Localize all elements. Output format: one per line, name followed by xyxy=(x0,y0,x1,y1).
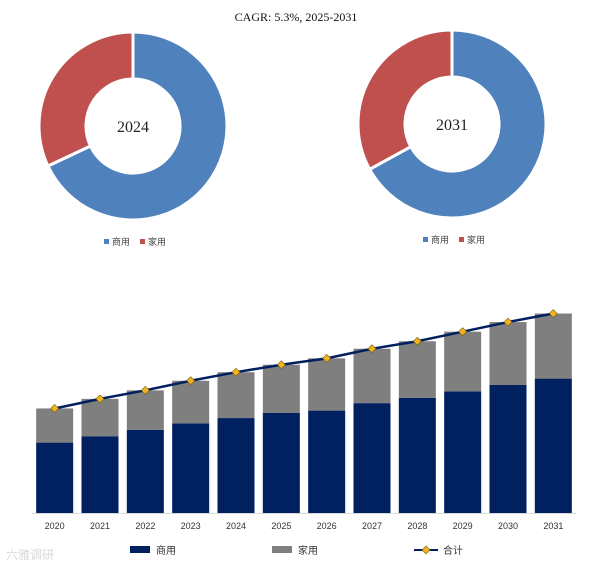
bar-家用-2029 xyxy=(444,331,482,392)
total-marker-2021 xyxy=(95,394,105,404)
bar-家用-2023 xyxy=(172,380,210,424)
legend-swatch-marker xyxy=(421,545,431,555)
bar-商用-2029 xyxy=(444,391,482,513)
x-tick-label: 2029 xyxy=(453,521,473,531)
bar-家用-2027 xyxy=(353,348,391,404)
bar-商用-2024 xyxy=(217,418,255,513)
legend-label: 合计 xyxy=(443,544,463,557)
bar-商用-2023 xyxy=(172,423,210,513)
legend-label: 家用 xyxy=(298,544,318,557)
legend-swatch xyxy=(423,237,428,242)
total-marker-2027 xyxy=(367,344,377,354)
legend-label: 商用 xyxy=(156,544,176,557)
bar-商用-2025 xyxy=(262,412,300,513)
total-marker-2028 xyxy=(412,336,422,346)
total-line xyxy=(54,312,554,410)
bar-商用-2028 xyxy=(398,397,436,513)
total-marker-2025 xyxy=(276,360,286,370)
bar-商用-2030 xyxy=(489,385,527,513)
total-marker-2029 xyxy=(458,327,468,337)
bar-家用-2030 xyxy=(489,322,527,385)
legend-swatch xyxy=(459,237,464,242)
total-marker-2026 xyxy=(322,353,332,363)
bar-商用-2026 xyxy=(308,410,346,513)
total-marker-2022 xyxy=(140,385,150,395)
bar-家用-2020 xyxy=(36,408,74,443)
donut-center-label: 2031 xyxy=(436,117,468,134)
x-tick-label: 2031 xyxy=(543,521,563,531)
chart-title: CAGR: 5.3%, 2025-2031 xyxy=(234,10,358,24)
bar-家用-2026 xyxy=(308,358,346,411)
legend-label: 家用 xyxy=(148,236,166,247)
legend-label: 家用 xyxy=(467,234,485,245)
x-tick-label: 2021 xyxy=(90,521,110,531)
x-tick-label: 2025 xyxy=(271,521,291,531)
legend-swatch xyxy=(140,239,145,244)
watermark-text: 六雅调研 xyxy=(6,548,55,562)
total-marker-2030 xyxy=(503,317,513,327)
bar-商用-2021 xyxy=(81,436,119,513)
donut-slice-家用-2024 xyxy=(37,30,135,169)
bar-商用-2027 xyxy=(353,403,391,513)
legend-swatch xyxy=(272,546,292,553)
donut-slice-商用-2031 xyxy=(367,28,548,220)
donut-slice-商用-2024 xyxy=(45,30,229,222)
x-tick-label: 2027 xyxy=(362,521,382,531)
legend-swatch xyxy=(104,239,109,244)
bar-家用-2022 xyxy=(126,390,164,430)
donut-center-label: 2024 xyxy=(117,119,149,136)
total-marker-2023 xyxy=(186,376,196,386)
legend-swatch xyxy=(130,546,150,553)
x-tick-label: 2020 xyxy=(45,521,65,531)
bar-家用-2024 xyxy=(217,372,255,419)
legend-label: 商用 xyxy=(431,234,449,245)
x-tick-label: 2024 xyxy=(226,521,246,531)
donut-slice-家用-2031 xyxy=(356,28,454,172)
total-marker-2031 xyxy=(548,309,558,318)
total-marker-2020 xyxy=(50,404,60,413)
x-tick-label: 2028 xyxy=(407,521,427,531)
bar-家用-2025 xyxy=(262,364,300,413)
x-tick-label: 2030 xyxy=(498,521,518,531)
bar-商用-2020 xyxy=(36,442,74,513)
total-marker-2024 xyxy=(231,367,241,377)
x-tick-label: 2026 xyxy=(317,521,337,531)
bar-家用-2028 xyxy=(398,341,436,398)
x-tick-label: 2023 xyxy=(181,521,201,531)
bar-商用-2022 xyxy=(126,429,164,513)
bar-家用-2031 xyxy=(534,313,572,379)
legend-label: 商用 xyxy=(112,236,130,247)
bar-家用-2021 xyxy=(81,398,119,437)
bar-商用-2031 xyxy=(534,378,572,513)
x-tick-label: 2022 xyxy=(135,521,155,531)
